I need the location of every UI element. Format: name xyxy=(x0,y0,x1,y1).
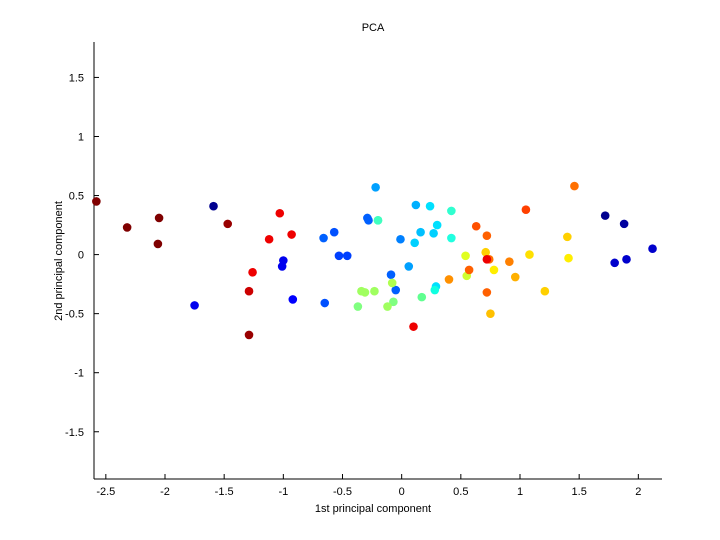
scatter-point xyxy=(447,206,456,216)
scatter-point xyxy=(429,229,438,238)
scatter-point xyxy=(411,200,421,210)
scatter-point xyxy=(447,233,456,243)
scatter-point xyxy=(425,201,435,211)
scatter-point xyxy=(264,234,274,244)
y-axis-ticks: -1.5 -1 -0.5 0 0.5 1 1.5 xyxy=(65,72,99,439)
plot-area xyxy=(93,42,662,480)
scatter-point xyxy=(190,301,199,310)
scatter-point xyxy=(373,216,383,225)
y-tick-label: -1 xyxy=(74,368,84,380)
scatter-point xyxy=(619,219,629,229)
y-tick-label: 1.5 xyxy=(69,72,84,84)
scatter-point xyxy=(610,258,619,268)
x-tick-label: 0.5 xyxy=(453,486,468,498)
y-tick-label: 0 xyxy=(78,250,84,262)
scatter-point xyxy=(481,247,490,257)
scatter-point xyxy=(464,265,474,275)
scatter-point xyxy=(386,270,396,279)
scatter-point xyxy=(482,231,492,240)
scatter-point xyxy=(410,238,419,248)
scatter-point xyxy=(570,181,579,191)
scatter-point xyxy=(248,268,257,277)
scatter-point xyxy=(430,285,440,295)
scatter-point xyxy=(648,244,657,253)
scatter-point xyxy=(319,233,328,243)
x-axis-title: 1st principal component xyxy=(315,503,431,515)
scatter-point xyxy=(223,219,233,229)
scatter-point xyxy=(622,255,631,264)
scatter-point xyxy=(371,182,380,192)
scatter-point xyxy=(342,251,352,261)
scatter-point xyxy=(600,211,610,220)
scatter-point xyxy=(364,216,373,225)
x-tick-label: -2 xyxy=(160,486,170,498)
scatter-point xyxy=(417,292,427,302)
x-axis-ticks: -2.5 -2 -1.5 -1 -0.5 0 0.5 1 1.5 2 xyxy=(96,474,641,498)
scatter-point xyxy=(122,223,132,232)
scatter-point xyxy=(471,221,481,231)
data-points xyxy=(92,181,657,340)
y-tick-label: -0.5 xyxy=(65,309,84,321)
y-tick-label: -1.5 xyxy=(65,427,84,439)
x-tick-label: 1.5 xyxy=(572,486,587,498)
scatter-point xyxy=(244,330,254,340)
scatter-point xyxy=(92,197,101,206)
scatter-point xyxy=(360,288,370,297)
scatter-point xyxy=(275,208,285,218)
scatter-point xyxy=(287,230,296,239)
scatter-point xyxy=(389,297,398,307)
scatter-point xyxy=(486,309,495,318)
scatter-point xyxy=(320,298,330,308)
scatter-point xyxy=(244,286,254,296)
scatter-point xyxy=(564,253,573,263)
y-tick-label: 1 xyxy=(78,131,84,143)
chart-title: PCA xyxy=(362,22,385,34)
scatter-point xyxy=(432,220,442,230)
x-tick-label: -1 xyxy=(278,486,288,498)
y-tick-label: 0.5 xyxy=(69,191,84,203)
x-tick-label: -2.5 xyxy=(96,486,115,498)
scatter-point xyxy=(563,232,572,242)
scatter-point xyxy=(391,285,401,295)
scatter-point xyxy=(334,251,344,261)
y-axis-title: 2nd principal component xyxy=(53,201,65,321)
scatter-point xyxy=(482,255,492,264)
scatter-point xyxy=(383,302,392,311)
scatter-point xyxy=(461,251,470,261)
scatter-point xyxy=(277,262,287,271)
scatter-point xyxy=(525,250,534,259)
scatter-point xyxy=(444,275,454,284)
scatter-point xyxy=(387,278,397,288)
scatter-point xyxy=(154,213,164,223)
scatter-point xyxy=(370,286,379,296)
x-tick-label: 0 xyxy=(399,486,405,498)
scatter-point xyxy=(482,288,492,297)
scatter-point xyxy=(521,205,531,215)
x-tick-label: -0.5 xyxy=(333,486,352,498)
scatter-point xyxy=(153,239,163,249)
scatter-point xyxy=(209,201,218,211)
scatter-point xyxy=(416,227,425,237)
scatter-point xyxy=(489,265,499,275)
scatter-point xyxy=(505,257,514,266)
scatter-point xyxy=(540,286,550,296)
scatter-point xyxy=(329,227,339,237)
x-tick-label: -1.5 xyxy=(215,486,234,498)
scatter-point xyxy=(510,272,520,282)
x-tick-label: 2 xyxy=(635,486,641,498)
scatter-point xyxy=(409,322,418,331)
scatter-point xyxy=(353,302,363,311)
x-tick-label: 1 xyxy=(517,486,523,498)
scatter-point xyxy=(396,234,405,244)
scatter-point xyxy=(404,262,414,271)
scatter-point xyxy=(288,295,298,304)
